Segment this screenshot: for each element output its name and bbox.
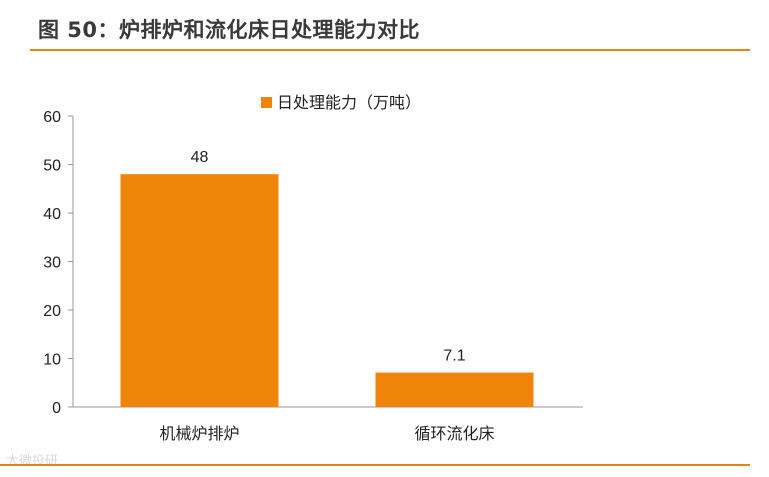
bottom-rule (0, 464, 750, 466)
y-tick-label: 40 (43, 206, 61, 223)
legend-swatch (261, 97, 272, 108)
x-category-label: 机械炉排炉 (159, 424, 239, 443)
bars-group: 487.1 (120, 149, 534, 407)
title-underline (30, 49, 750, 51)
y-tick-label: 50 (43, 158, 61, 175)
legend-label: 日处理能力（万吨） (277, 93, 421, 112)
y-axis: 0 10 20 30 40 50 60 (43, 109, 73, 417)
x-category-label: 循环流化床 (414, 424, 494, 443)
x-axis: 机械炉排炉 循环流化床 (159, 424, 494, 443)
y-tick-label: 60 (43, 109, 61, 126)
y-tick-label: 30 (43, 255, 61, 272)
y-tick-label: 10 (43, 352, 61, 369)
bar (120, 174, 279, 407)
y-tick-label: 0 (52, 400, 61, 417)
bar-data-label: 48 (191, 149, 209, 166)
watermark-text: 大微投研 (6, 454, 59, 469)
bar (375, 372, 534, 407)
bar-data-label: 7.1 (443, 348, 465, 365)
chart-legend: 日处理能力（万吨） (261, 93, 421, 112)
y-tick-label: 20 (43, 303, 61, 320)
figure-title: 图 50：炉排炉和流化床日处理能力对比 (38, 18, 421, 42)
